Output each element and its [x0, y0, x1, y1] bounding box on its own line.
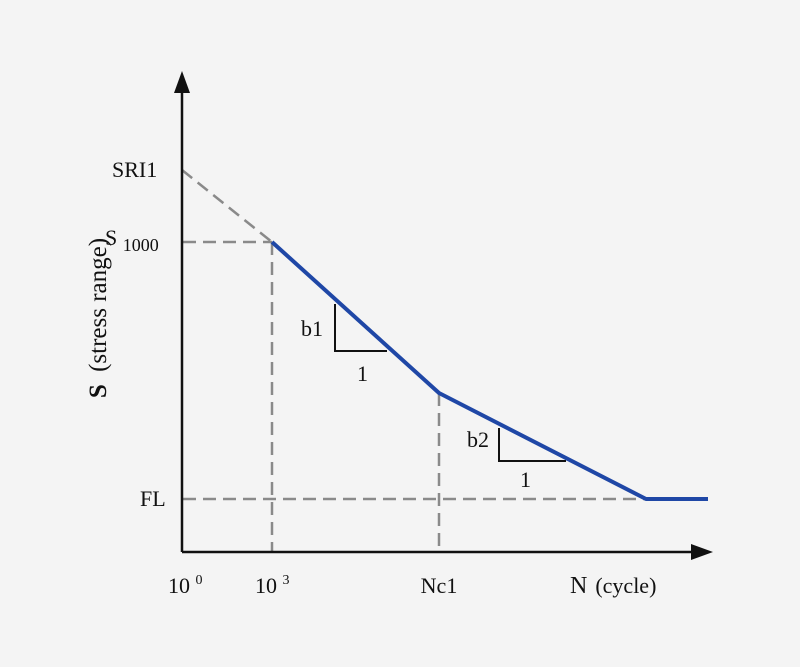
slope-label-b2: b2 — [467, 427, 489, 452]
slope-run-label-2: 1 — [520, 467, 531, 492]
sri1-extension-line — [181, 169, 273, 243]
y-axis-title: S (stress range) — [85, 238, 112, 398]
slope-run-label-1: 1 — [357, 361, 368, 386]
x-axis-title-main: N — [570, 573, 587, 599]
x-axis-title-rest: (cycle) — [595, 573, 656, 598]
slope-triangle-b1 — [334, 304, 387, 352]
y-tick-sri1: SRI1 — [112, 157, 157, 182]
x-tick-1000-exp: 3 — [283, 573, 290, 588]
y-tick-s1000-main: S — [105, 225, 117, 250]
axes — [180, 88, 698, 554]
y-tick-fl: FL — [140, 486, 166, 511]
y-tick-s1000-sub: 1000 — [123, 235, 159, 255]
x-axis-title: N (cycle) — [570, 573, 656, 599]
x-tick-1000: 10 3 — [255, 573, 290, 598]
x-axis-arrowhead — [691, 544, 713, 560]
x-tick-origin-base: 10 — [168, 573, 190, 598]
guide-lines — [181, 169, 646, 552]
x-tick-1000-base: 10 — [255, 573, 277, 598]
y-tick-s1000: S 1000 — [105, 225, 159, 255]
x-tick-origin: 10 0 — [168, 573, 203, 598]
sn-curve — [270, 240, 708, 501]
y-axis-title-rest: (stress range) — [85, 238, 112, 372]
x-tick-origin-exp: 0 — [196, 573, 203, 588]
y-axis-title-main: S — [85, 384, 112, 398]
slope-triangle-b2 — [498, 428, 566, 462]
slope-label-b1: b1 — [301, 316, 323, 341]
x-tick-nc1: Nc1 — [421, 573, 458, 598]
y-axis-arrowhead — [174, 71, 190, 93]
